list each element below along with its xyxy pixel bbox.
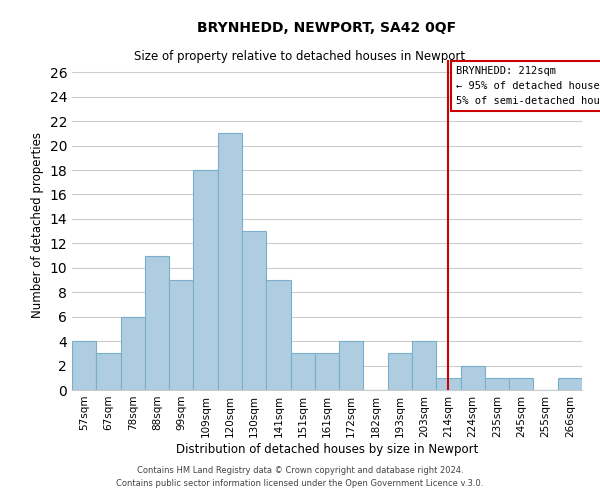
Bar — [558, 378, 582, 390]
Text: Contains HM Land Registry data © Crown copyright and database right 2024.
Contai: Contains HM Land Registry data © Crown c… — [116, 466, 484, 487]
Text: BRYNHEDD: 212sqm
← 95% of detached houses are smaller (111)
5% of semi-detached : BRYNHEDD: 212sqm ← 95% of detached house… — [456, 66, 600, 106]
Bar — [412, 341, 436, 390]
Bar — [339, 341, 364, 390]
Bar — [485, 378, 509, 390]
Bar — [290, 354, 315, 390]
Bar — [436, 378, 461, 390]
Bar — [388, 354, 412, 390]
Y-axis label: Number of detached properties: Number of detached properties — [31, 132, 44, 318]
Bar — [96, 354, 121, 390]
Bar — [266, 280, 290, 390]
Title: BRYNHEDD, NEWPORT, SA42 0QF: BRYNHEDD, NEWPORT, SA42 0QF — [197, 21, 457, 35]
Bar — [169, 280, 193, 390]
Bar — [218, 134, 242, 390]
Bar — [121, 316, 145, 390]
Bar — [193, 170, 218, 390]
Bar — [315, 354, 339, 390]
X-axis label: Distribution of detached houses by size in Newport: Distribution of detached houses by size … — [176, 442, 478, 456]
Bar — [145, 256, 169, 390]
Text: Size of property relative to detached houses in Newport: Size of property relative to detached ho… — [134, 50, 466, 63]
Bar — [509, 378, 533, 390]
Bar — [461, 366, 485, 390]
Bar — [242, 231, 266, 390]
Bar — [72, 341, 96, 390]
